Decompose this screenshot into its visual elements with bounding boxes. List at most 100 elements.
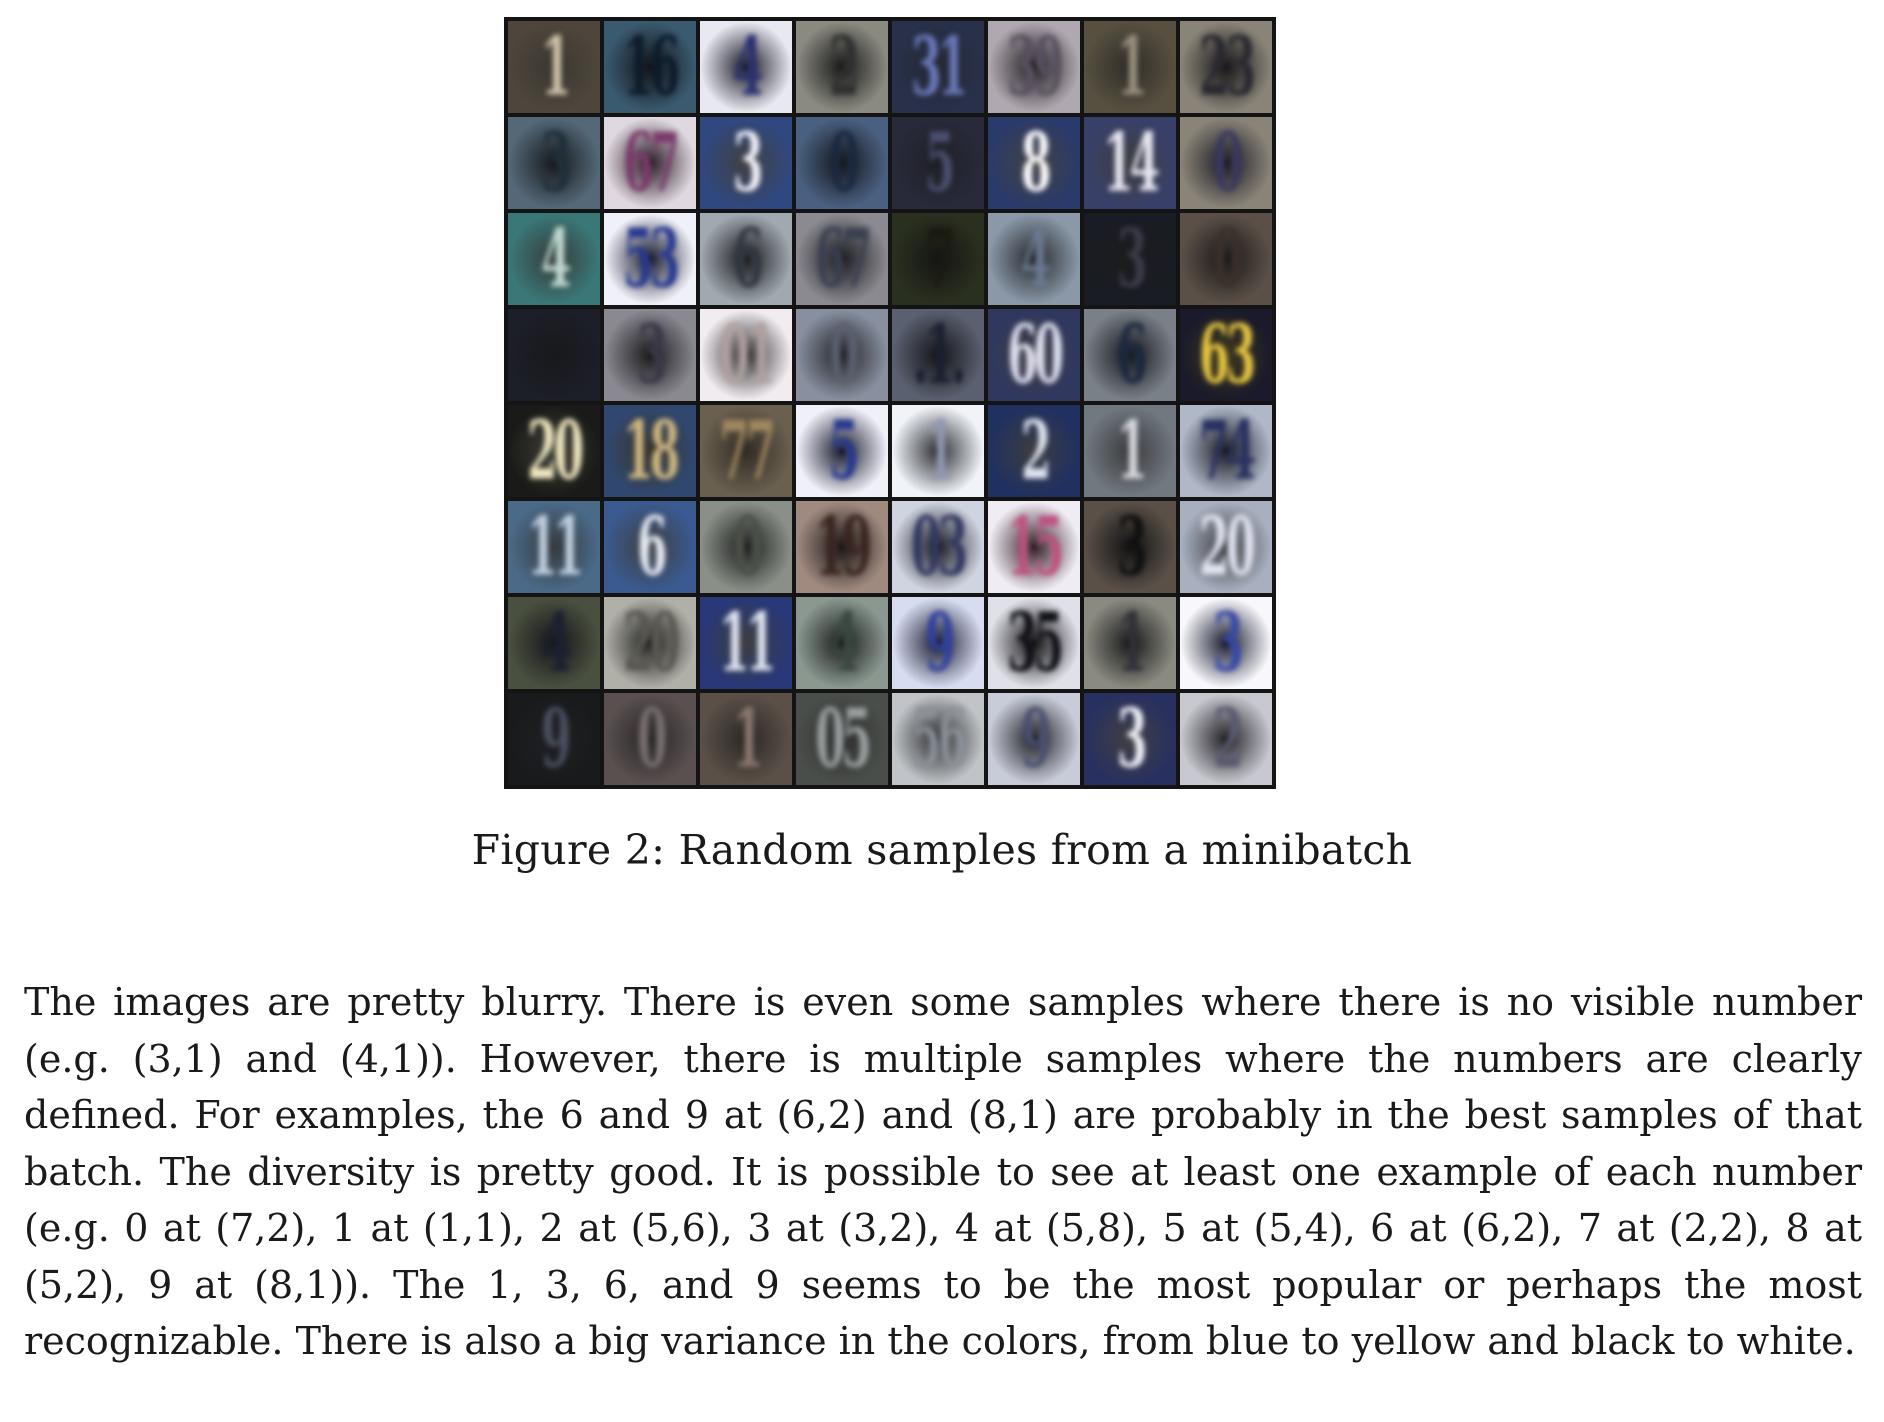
sample-image-r2-c1: 3 bbox=[508, 117, 600, 209]
sample-digits: 4 bbox=[540, 213, 571, 305]
sample-digits: 1 bbox=[1116, 597, 1147, 689]
sample-digits: 1 bbox=[1116, 405, 1147, 497]
sample-digits: 23 bbox=[1199, 21, 1257, 113]
sample-image-r6-c6: 15 bbox=[988, 501, 1080, 593]
sample-digits: 0 bbox=[828, 309, 859, 401]
sample-image-r3-c2: 53 bbox=[604, 213, 696, 305]
sample-image-r5-c7: 1 bbox=[1084, 405, 1176, 497]
sample-image-r5-c5: 1 bbox=[892, 405, 984, 497]
sample-digits: 5 bbox=[828, 405, 859, 497]
sample-digits: 01 bbox=[719, 309, 777, 401]
sample-digits: 9 bbox=[1020, 693, 1051, 785]
sample-image-r6-c3: 0 bbox=[700, 501, 792, 593]
sample-image-r4-c6: 60 bbox=[988, 309, 1080, 401]
sample-digits: 6 bbox=[1116, 309, 1147, 401]
sample-image-r8-c5: 56 bbox=[892, 693, 984, 785]
sample-image-r4-c2: 3 bbox=[604, 309, 696, 401]
sample-digits: 1 bbox=[732, 693, 763, 785]
sample-digits: 0 bbox=[1212, 117, 1243, 209]
sample-digits: 0 bbox=[732, 501, 763, 593]
sample-image-r7-c8: 3 bbox=[1180, 597, 1272, 689]
sample-digits: 31 bbox=[911, 21, 969, 113]
sample-digits: 05 bbox=[815, 693, 873, 785]
sample-image-r4-c8: 63 bbox=[1180, 309, 1272, 401]
sample-digits: 16 bbox=[623, 21, 681, 113]
sample-digits: 3 bbox=[540, 117, 571, 209]
sample-digits: 14 bbox=[1103, 117, 1161, 209]
sample-digits: 4 bbox=[1020, 213, 1051, 305]
sample-digits: 20 bbox=[527, 405, 585, 497]
sample-image-r2-c5: 5 bbox=[892, 117, 984, 209]
sample-image-r2-c8: 0 bbox=[1180, 117, 1272, 209]
sample-image-r6-c4: 19 bbox=[796, 501, 888, 593]
sample-digits: 4 bbox=[732, 21, 763, 113]
sample-image-r4-c4: 0 bbox=[796, 309, 888, 401]
sample-image-r3-c5: 7 bbox=[892, 213, 984, 305]
sample-digits: 1 bbox=[540, 21, 571, 113]
sample-image-r8-c7: 3 bbox=[1084, 693, 1176, 785]
sample-image-r3-c8: 0 bbox=[1180, 213, 1272, 305]
sample-digits: 3 bbox=[1116, 693, 1147, 785]
sample-digits: 77 bbox=[719, 405, 777, 497]
sample-image-r2-c3: 3 bbox=[700, 117, 792, 209]
sample-image-r5-c4: 5 bbox=[796, 405, 888, 497]
sample-digits: 9 bbox=[924, 597, 955, 689]
sample-digits: 56 bbox=[911, 693, 969, 785]
sample-image-r4-c1 bbox=[508, 309, 600, 401]
sample-image-r6-c1: 11 bbox=[508, 501, 600, 593]
sample-image-r1-c6: 39 bbox=[988, 21, 1080, 113]
sample-digits: 7 bbox=[924, 213, 955, 305]
sample-digits: 74 bbox=[1199, 405, 1257, 497]
sample-image-r6-c2: 6 bbox=[604, 501, 696, 593]
sample-digits: 2 bbox=[1212, 693, 1243, 785]
sample-digits: 19 bbox=[815, 501, 873, 593]
sample-image-r2-c7: 14 bbox=[1084, 117, 1176, 209]
sample-image-r6-c7: 3 bbox=[1084, 501, 1176, 593]
sample-image-r3-c3: 6 bbox=[700, 213, 792, 305]
sample-image-r2-c6: 8 bbox=[988, 117, 1080, 209]
sample-image-r8-c1: 9 bbox=[508, 693, 600, 785]
sample-digits: 0 bbox=[1212, 213, 1243, 305]
sample-digits: 1 bbox=[1116, 21, 1147, 113]
sample-grid-figure: 1 16 4 2 31 39 1 23 3 67 3 0 5 8 14 0 4 53 6 67 7 4 3 0 3 01 0.1. 6… bbox=[504, 17, 1276, 789]
sample-digits: 60 bbox=[1007, 309, 1065, 401]
figure-caption: Figure 2: Random samples from a minibatc… bbox=[471, 826, 1413, 874]
sample-image-r1-c2: 16 bbox=[604, 21, 696, 113]
sample-image-r1-c3: 4 bbox=[700, 21, 792, 113]
sample-digits: 6 bbox=[732, 213, 763, 305]
sample-digits: 20 bbox=[1199, 501, 1257, 593]
sample-digits: 11 bbox=[527, 501, 585, 593]
sample-digits: .1. bbox=[913, 309, 966, 401]
sample-image-r7-c4: 4 bbox=[796, 597, 888, 689]
sample-image-r8-c4: 05 bbox=[796, 693, 888, 785]
sample-image-r2-c4: 0 bbox=[796, 117, 888, 209]
sample-image-r3-c1: 4 bbox=[508, 213, 600, 305]
sample-image-r4-c7: 6 bbox=[1084, 309, 1176, 401]
sample-digits: 6 bbox=[636, 501, 667, 593]
sample-digits: 67 bbox=[623, 117, 681, 209]
sample-digits: 39 bbox=[1007, 21, 1065, 113]
body-paragraph: The images are pretty blurry. There is e… bbox=[24, 980, 1862, 1363]
sample-image-r7-c2: 20 bbox=[604, 597, 696, 689]
sample-image-r7-c5: 9 bbox=[892, 597, 984, 689]
sample-image-r6-c5: 03 bbox=[892, 501, 984, 593]
sample-digits: 35 bbox=[1007, 597, 1065, 689]
sample-digits: 63 bbox=[1199, 309, 1257, 401]
sample-image-r7-c6: 35 bbox=[988, 597, 1080, 689]
sample-digits: 2 bbox=[828, 21, 859, 113]
sample-digits: 15 bbox=[1007, 501, 1065, 593]
sample-image-r8-c6: 9 bbox=[988, 693, 1080, 785]
sample-image-r8-c3: 1 bbox=[700, 693, 792, 785]
sample-image-r1-c7: 1 bbox=[1084, 21, 1176, 113]
sample-digits: 5 bbox=[924, 117, 955, 209]
sample-image-r5-c3: 77 bbox=[700, 405, 792, 497]
sample-image-r7-c3: 11 bbox=[700, 597, 792, 689]
sample-image-r8-c8: 2 bbox=[1180, 693, 1272, 785]
sample-image-r3-c4: 67 bbox=[796, 213, 888, 305]
sample-image-r1-c1: 1 bbox=[508, 21, 600, 113]
sample-image-r3-c6: 4 bbox=[988, 213, 1080, 305]
sample-image-r1-c8: 23 bbox=[1180, 21, 1272, 113]
sample-image-r5-c6: 2 bbox=[988, 405, 1080, 497]
sample-digits: 2 bbox=[1020, 405, 1051, 497]
sample-digits: 4 bbox=[828, 597, 859, 689]
